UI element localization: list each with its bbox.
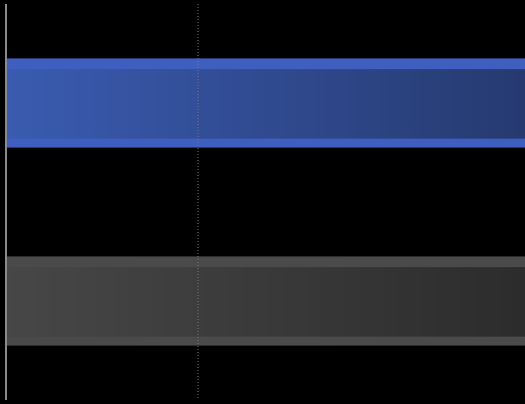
bar-1-bottom-edge [6, 138, 525, 148]
bar-2-bottom-edge [6, 336, 525, 346]
bar-1 [6, 58, 525, 148]
bar-1-top-edge [6, 58, 525, 70]
bar-2-top-edge [6, 256, 525, 268]
bar-2 [6, 256, 525, 346]
